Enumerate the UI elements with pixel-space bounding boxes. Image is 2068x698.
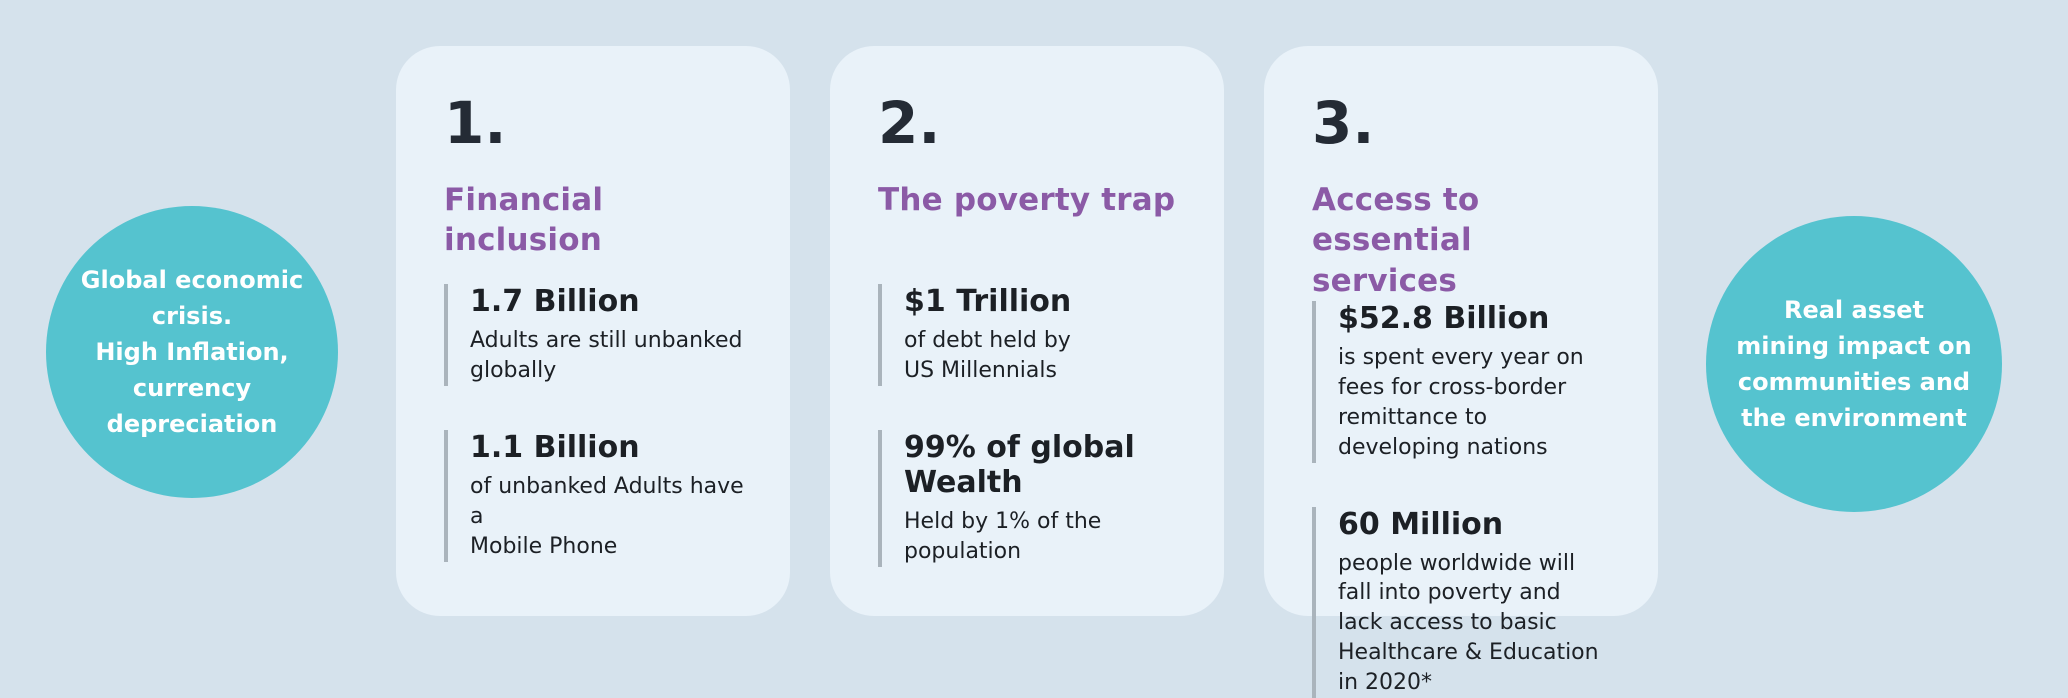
card-number: 1. [444,89,507,157]
stat-value: 60 Million [1338,506,1504,542]
stat-desc: people worldwide will fall into poverty … [1338,550,1599,696]
right-bubble-text: Real asset mining impact on communities … [1736,296,1981,432]
card-title: Financial inclusion [444,182,604,259]
stat-value: 1.1 Billion [470,429,640,465]
stat-block: 99% of global Wealth Held by 1% of the p… [878,429,1178,567]
stat-desc: is spent every year on fees for cross-bo… [1338,344,1584,460]
card-number: 3. [1312,89,1375,157]
card-financial-inclusion: 1. Financial inclusion 1.7 Billion Adult… [396,46,790,616]
stats-list: $52.8 Billion is spent every year on fee… [1312,300,1612,698]
card-essential-services: 3. Access to essential services $52.8 Bi… [1264,46,1658,698]
stats-list: 1.7 Billion Adults are still unbanked gl… [444,284,744,562]
stat-desc: Held by 1% of the population [904,508,1102,564]
stat-desc: of debt held by US Millennials [904,328,1071,383]
stat-value: 1.7 Billion [470,284,640,319]
infographic-canvas: Global economic crisis. High Inflation, … [46,46,2002,698]
card-title: The poverty trap [878,182,1176,218]
right-bubble: Real asset mining impact on communities … [1706,216,2002,512]
stat-value: 99% of global Wealth [904,429,1135,500]
stat-desc: Adults are still unbanked globally [470,328,743,383]
stat-value: $1 Trillion [904,284,1072,319]
stat-block: 60 Million people worldwide will fall in… [1312,506,1612,698]
left-bubble: Global economic crisis. High Inflation, … [46,206,338,498]
left-bubble-text: Global economic crisis. High Inflation, … [80,266,304,438]
stat-block: $52.8 Billion is spent every year on fee… [1312,300,1612,463]
stat-block: 1.7 Billion Adults are still unbanked gl… [444,284,744,386]
card-title: Access to essential services [1312,182,1480,299]
card-poverty-trap: 2. The poverty trap $1 Trillion of debt … [830,46,1224,616]
stat-desc: of unbanked Adults have a Mobile Phone [470,473,744,559]
stat-block: 1.1 Billion of unbanked Adults have a Mo… [444,429,744,562]
stat-block: $1 Trillion of debt held by US Millennia… [878,284,1178,386]
card-number: 2. [878,89,941,157]
stats-list: $1 Trillion of debt held by US Millennia… [878,284,1178,567]
stat-value: $52.8 Billion [1338,300,1550,336]
